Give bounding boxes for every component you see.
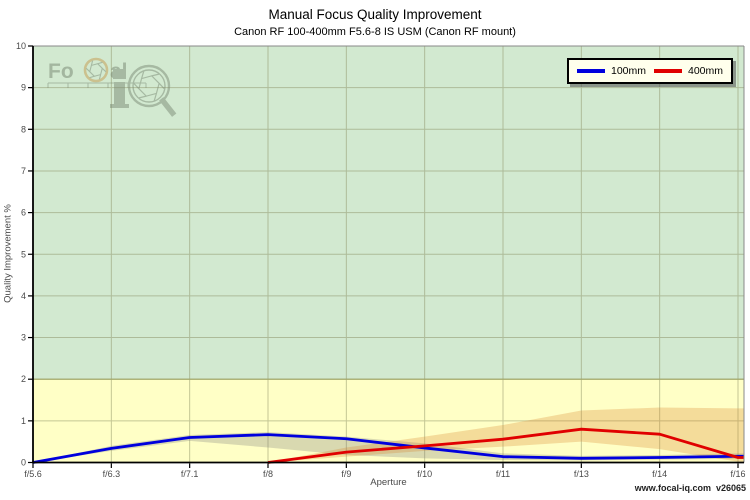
legend-line-400mm-icon bbox=[653, 69, 682, 73]
svg-text:f/10: f/10 bbox=[417, 469, 432, 479]
footer-url: www.focal-iq.com v26065 bbox=[634, 483, 746, 493]
svg-text:Fo: Fo bbox=[48, 60, 74, 83]
svg-text:f/7.1: f/7.1 bbox=[181, 469, 199, 479]
svg-text:7: 7 bbox=[21, 166, 26, 176]
legend-label-100mm: 100mm bbox=[610, 65, 646, 77]
gridlines bbox=[33, 45, 744, 463]
legend-line-100mm-icon bbox=[576, 69, 605, 73]
legend: 100mm 400mm bbox=[567, 58, 733, 84]
svg-text:f/9: f/9 bbox=[341, 469, 351, 479]
series-lines bbox=[32, 427, 744, 464]
svg-text:f/16: f/16 bbox=[730, 469, 745, 479]
svg-text:3: 3 bbox=[21, 333, 26, 343]
svg-text:8: 8 bbox=[21, 124, 26, 134]
legend-item-400mm: 400mm bbox=[653, 65, 723, 77]
svg-text:0: 0 bbox=[21, 458, 26, 468]
svg-text:f/14: f/14 bbox=[652, 469, 667, 479]
axis-ticks: f/5.6 f/6.3 f/7.1 f/8 f/9 f/10 f/11 f/13 f/14 f/1… bbox=[16, 41, 746, 479]
svg-text:2: 2 bbox=[21, 374, 26, 384]
y-axis-title: Quality Improvement % bbox=[2, 204, 14, 303]
x-axis-title: Aperture bbox=[370, 477, 407, 488]
legend-label-400mm: 400mm bbox=[687, 65, 723, 77]
svg-text:6: 6 bbox=[21, 208, 26, 218]
chart-title: Manual Focus Quality Improvement bbox=[268, 7, 482, 22]
iq-monogram-icon: iQ bbox=[110, 69, 129, 108]
focal-iq-watermark-icon: FoaliQ bbox=[47, 57, 177, 117]
svg-text:f/8: f/8 bbox=[263, 469, 273, 479]
chart-subtitle: Canon RF 100-400mm F5.6-8 IS USM (Canon … bbox=[234, 26, 516, 38]
svg-text:4: 4 bbox=[21, 291, 26, 301]
svg-text:f/13: f/13 bbox=[574, 469, 589, 479]
svg-text:f/11: f/11 bbox=[496, 469, 510, 479]
svg-text:f/6.3: f/6.3 bbox=[103, 469, 121, 479]
svg-text:9: 9 bbox=[21, 83, 26, 93]
svg-text:5: 5 bbox=[21, 249, 26, 259]
legend-item-100mm: 100mm bbox=[576, 65, 646, 77]
svg-text:1: 1 bbox=[21, 416, 26, 426]
svg-text:f/5.6: f/5.6 bbox=[24, 469, 42, 479]
svg-text:10: 10 bbox=[16, 41, 26, 51]
